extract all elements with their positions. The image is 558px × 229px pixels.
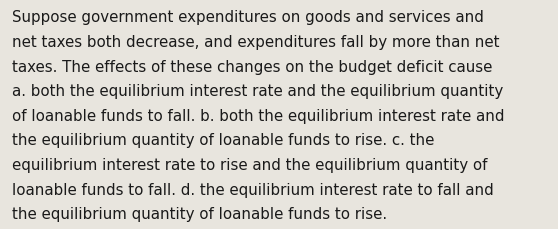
Text: a. both the equilibrium interest rate and the equilibrium quantity: a. both the equilibrium interest rate an… (12, 84, 503, 99)
Text: the equilibrium quantity of loanable funds to rise. c. the: the equilibrium quantity of loanable fun… (12, 133, 435, 148)
Text: equilibrium interest rate to rise and the equilibrium quantity of: equilibrium interest rate to rise and th… (12, 157, 488, 172)
Text: loanable funds to fall. d. the equilibrium interest rate to fall and: loanable funds to fall. d. the equilibri… (12, 182, 494, 197)
Text: taxes. The effects of these changes on the budget deficit cause: taxes. The effects of these changes on t… (12, 59, 493, 74)
Text: of loanable funds to fall. b. both the equilibrium interest rate and: of loanable funds to fall. b. both the e… (12, 108, 505, 123)
Text: the equilibrium quantity of loanable funds to rise.: the equilibrium quantity of loanable fun… (12, 206, 387, 221)
Text: Suppose government expenditures on goods and services and: Suppose government expenditures on goods… (12, 10, 484, 25)
Text: net taxes both decrease, and expenditures fall by more than net: net taxes both decrease, and expenditure… (12, 35, 500, 50)
